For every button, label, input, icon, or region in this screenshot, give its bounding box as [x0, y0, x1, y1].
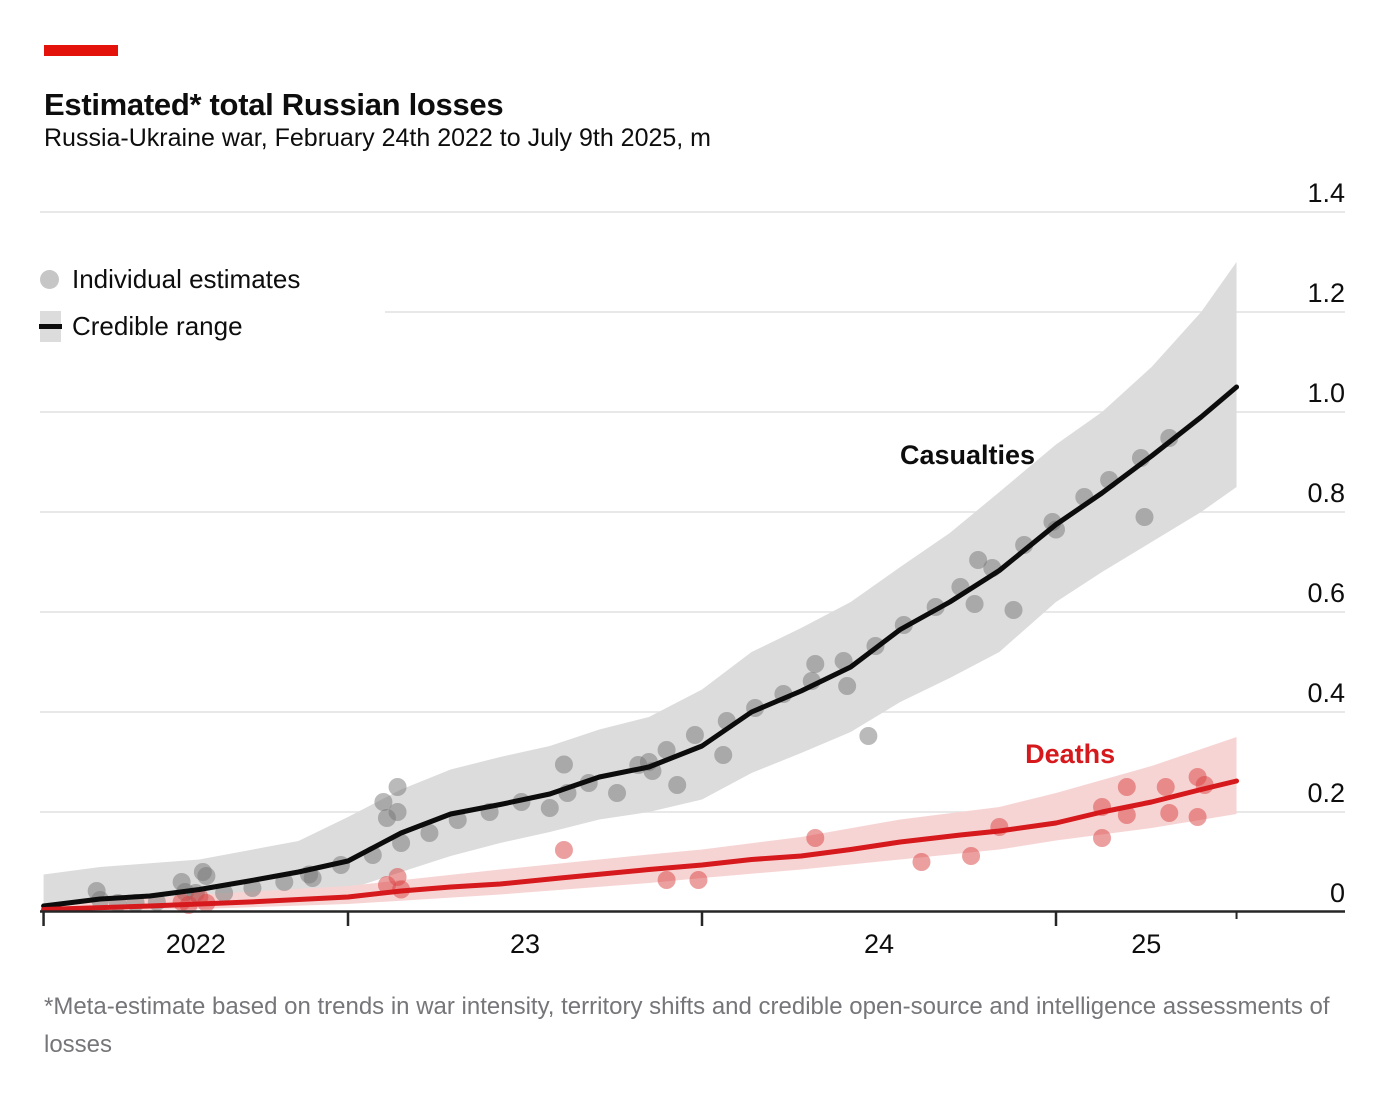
legend-item-credible-range: Credible range — [39, 303, 300, 350]
estimate-dot-icon — [40, 270, 59, 289]
casualties-estimate-dot — [1135, 508, 1154, 526]
y-tick-label: 1.0 — [1307, 378, 1345, 408]
x-tick-label: 2022 — [166, 929, 226, 959]
casualties-estimate-dot — [388, 778, 407, 796]
casualties-estimate-dot — [806, 655, 825, 673]
x-tick-label: 23 — [510, 929, 540, 959]
deaths-estimate-dot — [1160, 804, 1179, 822]
page-subtitle: Russia-Ukraine war, February 24th 2022 t… — [44, 124, 712, 152]
casualties-estimate-dot — [608, 784, 627, 802]
casualties-estimate-dot — [965, 595, 984, 613]
deaths-estimate-dot — [1093, 829, 1112, 847]
casualties-estimate-dot — [554, 755, 573, 774]
x-tick-label: 24 — [864, 929, 894, 959]
casualties-estimate-dot — [388, 803, 407, 821]
casualties-estimate-dot — [838, 677, 857, 695]
legend-item-individual-estimates: Individual estimates — [40, 256, 300, 303]
casualties-estimate-dot — [1004, 601, 1023, 619]
footnote: *Meta-estimate based on trends in war in… — [44, 993, 1330, 1058]
y-tick-label: 1.4 — [1307, 178, 1345, 208]
deaths-estimate-dot — [554, 841, 573, 859]
y-tick-label: 1.2 — [1307, 278, 1345, 308]
casualties-estimate-dot — [303, 869, 322, 887]
casualties-estimate-dot — [420, 824, 439, 842]
casualties-estimate-dot — [685, 726, 704, 744]
casualties-series-label: Casualties — [900, 440, 1035, 470]
deaths-estimate-dot — [962, 847, 981, 865]
deaths-estimate-dot — [912, 853, 931, 871]
casualties-estimate-dot — [374, 793, 393, 811]
chart-canvas: 0 0.2 0.4 0.6 0.8 1.0 1.2 1.4 2022 23 24 25 Casualti… — [40, 178, 1345, 959]
casualties-estimate-dot — [540, 799, 559, 817]
casualties-estimate-dot — [714, 746, 733, 764]
casualties-line — [41, 384, 1240, 909]
y-tick-label: 0.6 — [1307, 578, 1345, 608]
y-tick-label: 0.8 — [1307, 478, 1345, 508]
y-tick-label: 0.4 — [1307, 678, 1345, 708]
casualties-estimate-dot — [668, 776, 687, 794]
deaths-estimate-dot — [689, 871, 708, 889]
deaths-estimate-dot — [806, 829, 825, 847]
casualties-estimate-dot — [969, 551, 988, 569]
accent-bar — [44, 45, 118, 56]
casualties-estimate-dot — [859, 727, 878, 745]
legend: Individual estimates Credible range — [39, 256, 300, 350]
deaths-series-label: Deaths — [1025, 739, 1115, 769]
y-tick-label: 0.2 — [1307, 778, 1345, 808]
casualties-estimate-dot — [657, 741, 676, 759]
legend-label: Individual estimates — [72, 264, 301, 294]
casualties-estimate-dot — [392, 834, 411, 852]
deaths-line — [41, 778, 1240, 912]
deaths-estimate-dot — [1117, 778, 1136, 796]
credible-range-icon — [39, 311, 62, 342]
deaths-estimate-dot — [1156, 778, 1175, 796]
deaths-estimate-dot — [1188, 808, 1207, 826]
casualties-band — [43, 262, 1237, 912]
legend-label: Credible range — [72, 311, 243, 341]
deaths-estimate-dot — [657, 871, 676, 889]
x-tick-label: 25 — [1131, 929, 1161, 959]
deaths-estimate-dot — [1117, 806, 1136, 824]
page-title: Estimated* total Russian losses — [44, 86, 504, 122]
y-tick-label: 0 — [1330, 878, 1345, 908]
casualties-estimate-dot — [197, 867, 216, 885]
